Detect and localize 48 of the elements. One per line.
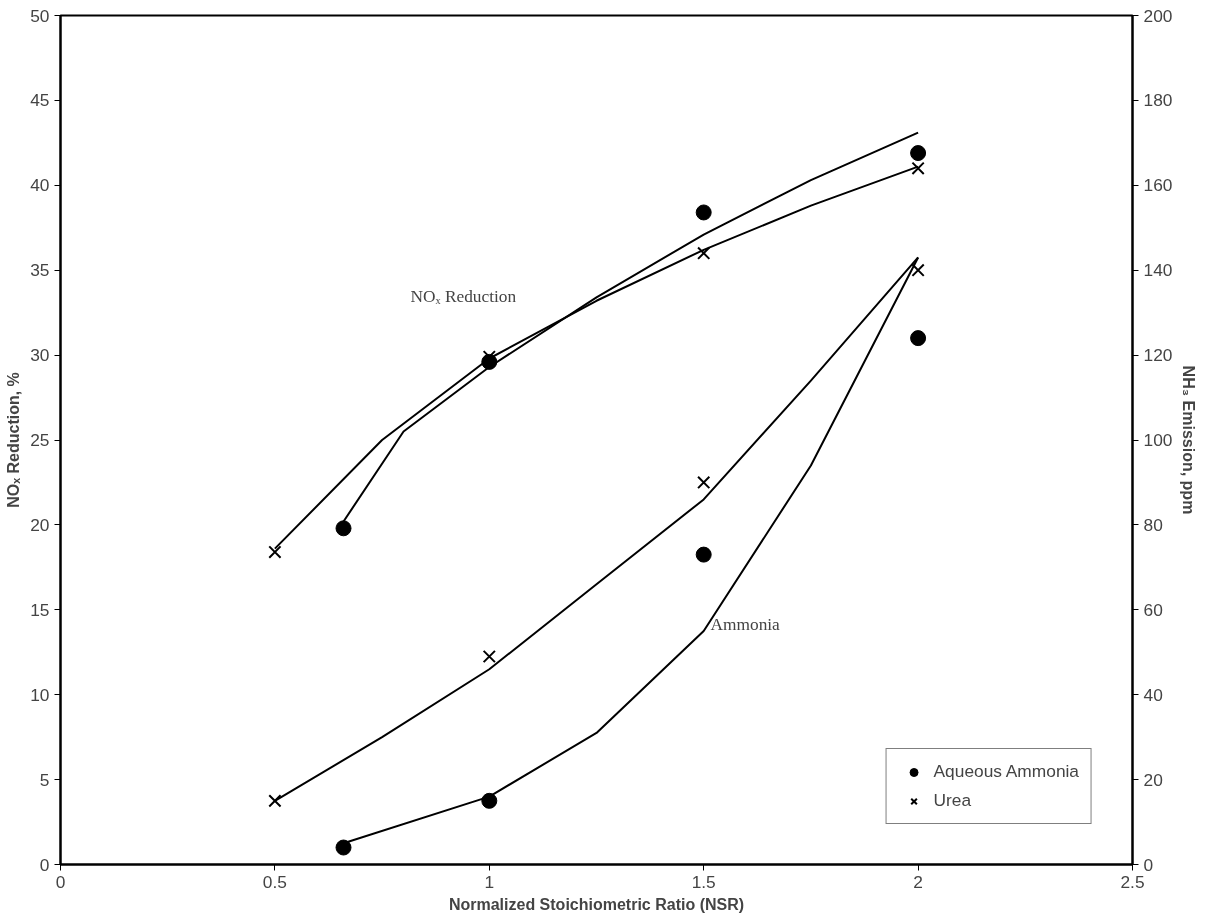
- y2-tick-label: 20: [1143, 769, 1163, 790]
- point: [695, 546, 712, 563]
- y2-tick-label: 180: [1143, 90, 1173, 111]
- y2-tick-label: 100: [1143, 430, 1173, 450]
- x-tick-label: 2.5: [1120, 871, 1145, 892]
- y2-tick-label: 200: [1143, 5, 1173, 26]
- point: [911, 161, 925, 175]
- x-tick-label: 2: [913, 871, 923, 892]
- y2-axis-title: NH₃ Emission, ppm: [1180, 365, 1198, 515]
- y2-tick-label: 80: [1143, 514, 1163, 535]
- point: [910, 330, 927, 347]
- y-tick-label: 20: [30, 514, 50, 535]
- y2-tick-label: 120: [1143, 345, 1173, 366]
- y-tick-label: 5: [39, 769, 50, 790]
- point: [268, 545, 282, 559]
- annotation: Ammonia: [710, 615, 781, 634]
- point: [482, 649, 496, 664]
- y-tick-label: 15: [30, 599, 50, 620]
- y-tick-label: 10: [30, 684, 50, 705]
- y2-tick-label: 40: [1143, 684, 1163, 705]
- point: [695, 204, 712, 221]
- point: [911, 263, 925, 277]
- y2-tick-label: 60: [1143, 599, 1163, 620]
- y-tick-label: 45: [30, 90, 50, 111]
- point: [268, 794, 282, 808]
- legend-label: Urea: [933, 790, 972, 811]
- x-axis-title: Normalized Stoichiometric Ratio (NSR): [448, 895, 745, 913]
- point: [910, 145, 927, 162]
- y-tick-label: 0: [39, 854, 50, 875]
- x-tick-label: 1.5: [691, 871, 716, 892]
- annotation: NOₓ Reduction: [410, 287, 517, 306]
- y-tick-label: 50: [30, 5, 50, 26]
- y2-tick-label: 140: [1143, 260, 1173, 281]
- point: [697, 475, 711, 490]
- y2-tick-label: 160: [1143, 175, 1173, 196]
- y-axis-title: NOₓ Reduction, %: [5, 372, 23, 508]
- y-tick-label: 25: [30, 430, 50, 450]
- y-tick-label: 40: [30, 175, 50, 196]
- x-tick-label: 0: [55, 871, 66, 892]
- x-tick-label: 0.5: [262, 871, 287, 892]
- x-tick-label: 1: [484, 871, 495, 892]
- point: [697, 246, 711, 260]
- legend-label: Aqueous Ammonia: [933, 761, 1079, 782]
- y-tick-label: 30: [30, 345, 50, 366]
- point: [335, 520, 352, 537]
- y2-tick-label: 0: [1143, 854, 1154, 875]
- y-tick-label: 35: [30, 260, 50, 281]
- point: [335, 839, 352, 856]
